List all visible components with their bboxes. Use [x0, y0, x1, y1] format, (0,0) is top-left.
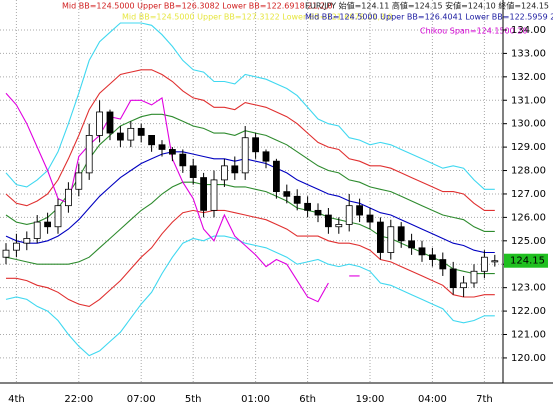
candle-body	[210, 179, 218, 211]
candle-body	[252, 137, 260, 153]
last-price-box	[504, 253, 548, 268]
band-line	[6, 209, 495, 307]
candle-body	[231, 165, 239, 174]
candle-body	[283, 191, 291, 197]
candle-body	[449, 268, 457, 289]
candle-body	[356, 205, 364, 216]
candle-body	[376, 221, 384, 253]
candle-body	[262, 151, 270, 162]
candle-body	[12, 242, 20, 251]
x-tick-label: 04:00	[418, 394, 447, 405]
x-tick-label: 01:00	[241, 394, 270, 405]
y-tick-label: 123.00	[511, 283, 546, 294]
candle-body	[345, 205, 353, 225]
candle-body	[335, 224, 343, 228]
band-line	[5, 22, 495, 190]
candle-body	[366, 214, 374, 223]
y-tick-label: 131.00	[511, 95, 546, 106]
axis: 120.00121.00122.00123.00124.00125.00126.…	[8, 25, 548, 405]
candle-body	[106, 111, 114, 134]
y-tick-label: 126.00	[511, 212, 546, 223]
y-tick-label: 127.00	[511, 189, 546, 200]
header-text: Mid BB=124.5000 Upper BB=126.3082 Lower …	[62, 2, 333, 11]
candle-body	[127, 127, 135, 141]
candle-body	[33, 221, 41, 239]
y-tick-label: 132.00	[511, 72, 546, 83]
band-line	[5, 235, 495, 357]
candle-body	[397, 226, 405, 242]
header-text: Mid BB=124.5000 Upper BB=126.4041 Lower …	[305, 13, 553, 22]
candle-body	[387, 226, 395, 253]
candle-body	[117, 132, 124, 141]
candle-body	[96, 111, 103, 136]
candle-body	[65, 188, 72, 207]
y-tick-label: 120.00	[511, 353, 546, 364]
candle-body	[408, 240, 416, 249]
candle-body	[470, 270, 478, 284]
candle-body	[2, 249, 10, 258]
candle-body	[200, 177, 208, 211]
candle-body	[23, 238, 31, 244]
x-tick-label: 7th	[476, 394, 493, 405]
y-tick-label: 134.00	[511, 25, 546, 36]
candle-body	[168, 149, 176, 155]
candle-body	[179, 153, 187, 167]
candle-body	[491, 260, 499, 263]
candle-body	[428, 254, 436, 260]
candle-body	[439, 259, 447, 270]
candle-body	[85, 134, 93, 174]
band-line	[5, 69, 495, 211]
x-tick-label: 07:00	[127, 394, 156, 405]
candle-body	[314, 209, 322, 216]
header: Mid BB=124.5000 Upper BB=126.3082 Lower …	[62, 1, 553, 36]
y-tick-label: 122.00	[511, 306, 546, 317]
candle-body	[75, 172, 83, 190]
candle-body	[293, 195, 301, 204]
x-tick-label: 19:00	[356, 394, 385, 405]
band-line	[5, 92, 360, 303]
grid	[0, 0, 503, 383]
header-text: EUR/JPY 始値=124.11 高値=124.15 安値=124.10 終値…	[305, 1, 549, 11]
x-tick-label: 4th	[8, 394, 25, 405]
candle-body	[189, 165, 197, 178]
y-tick-label: 129.00	[511, 142, 546, 153]
candle-body	[44, 221, 51, 228]
band-line	[5, 151, 495, 254]
header-text: Mid BB=124.5000 Upper BB=127.3122 Lower …	[122, 13, 393, 22]
candle-body	[480, 256, 488, 272]
candle-body	[137, 127, 145, 136]
candle-body	[460, 282, 468, 289]
candle-body	[54, 205, 62, 228]
candle-body	[418, 247, 426, 256]
header-text: Chikou Span=124.1500 20	[420, 27, 527, 36]
plot	[2, 22, 499, 357]
candle-body	[241, 137, 249, 174]
candle-body	[220, 165, 228, 181]
candle-body	[272, 160, 280, 193]
candle-body	[158, 144, 166, 150]
x-tick-label: 6th	[299, 394, 316, 405]
candle-body	[148, 134, 156, 146]
candle-body	[304, 202, 312, 211]
last-price-label: 124.15	[510, 256, 545, 267]
y-tick-label: 121.00	[511, 330, 546, 341]
candle-body	[324, 214, 332, 228]
band-line	[5, 181, 495, 275]
y-tick-label: 128.00	[511, 166, 546, 177]
x-tick-label: 22:00	[64, 394, 93, 405]
y-tick-label: 125.00	[511, 236, 546, 247]
y-tick-label: 130.00	[511, 119, 546, 130]
x-tick-label: 5th	[185, 394, 202, 405]
y-tick-label: 133.00	[511, 48, 546, 59]
